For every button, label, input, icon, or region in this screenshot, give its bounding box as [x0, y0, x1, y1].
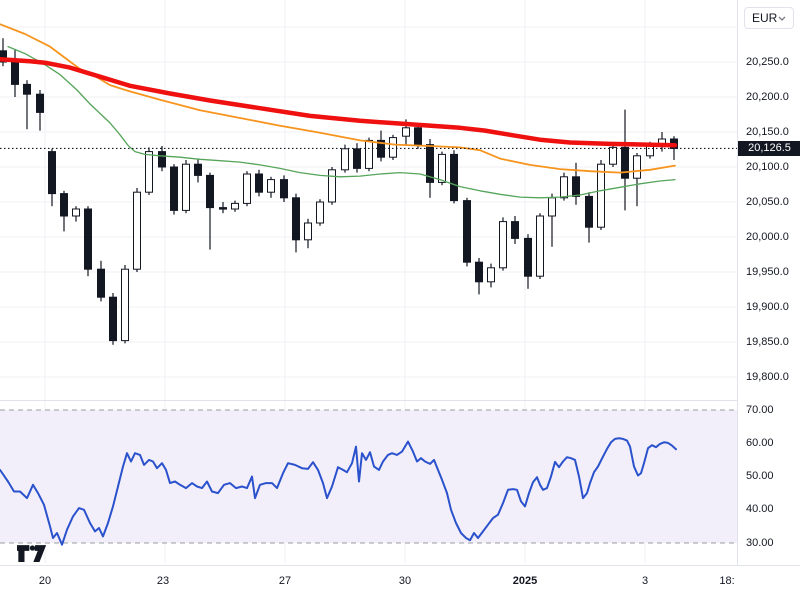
price-axis-label: 20,200.0	[746, 90, 789, 103]
price-axis-label: 20,050.0	[746, 195, 789, 208]
price-axis[interactable]: 20,250.0 20,200.0 20,150.0 20,100.0 20,050.0…	[737, 0, 800, 565]
moving-average-lines	[0, 23, 678, 199]
price-axis-label: 19,950.0	[746, 265, 789, 278]
chevron-down-icon	[778, 16, 786, 21]
rsi-band	[0, 409, 737, 544]
time-axis-label: 20	[38, 575, 52, 587]
rsi-axis-label: 60.00	[746, 436, 774, 449]
price-axis-label: 20,150.0	[746, 125, 789, 138]
rsi-axis-label: 30.00	[746, 536, 774, 549]
time-axis-label: 23	[156, 575, 170, 587]
time-axis-label: 18:	[719, 575, 735, 587]
rsi-axis-label: 50.00	[746, 470, 774, 482]
price-chart[interactable]	[0, 0, 737, 565]
currency-label: EUR	[752, 11, 778, 25]
time-axis-label: 27	[278, 575, 292, 587]
tradingview-logo[interactable]	[17, 544, 47, 564]
price-axis-label: 20,100.0	[746, 160, 789, 173]
time-axis[interactable]: 20 23 27 30 2025 3 18:	[0, 565, 800, 600]
time-axis-label: 3	[641, 575, 649, 587]
candlestick-series	[0, 38, 678, 345]
last-price-badge: 20,126.5	[738, 140, 800, 156]
currency-dropdown-button[interactable]: EUR	[744, 7, 794, 29]
price-axis-label: 19,800.0	[746, 370, 789, 383]
pane-separator[interactable]	[0, 400, 800, 401]
price-axis-label: 20,000.0	[746, 230, 789, 243]
rsi-axis-label: 40.00	[746, 503, 774, 516]
time-axis-label: 30	[398, 575, 412, 587]
price-axis-label: 20,250.0	[746, 55, 789, 68]
rsi-line-series	[0, 437, 677, 546]
time-axis-label: 2025	[512, 575, 538, 587]
price-axis-label: 19,850.0	[746, 335, 789, 348]
rsi-axis-label: 70.00	[746, 403, 774, 416]
price-axis-label: 19,900.0	[746, 300, 789, 313]
